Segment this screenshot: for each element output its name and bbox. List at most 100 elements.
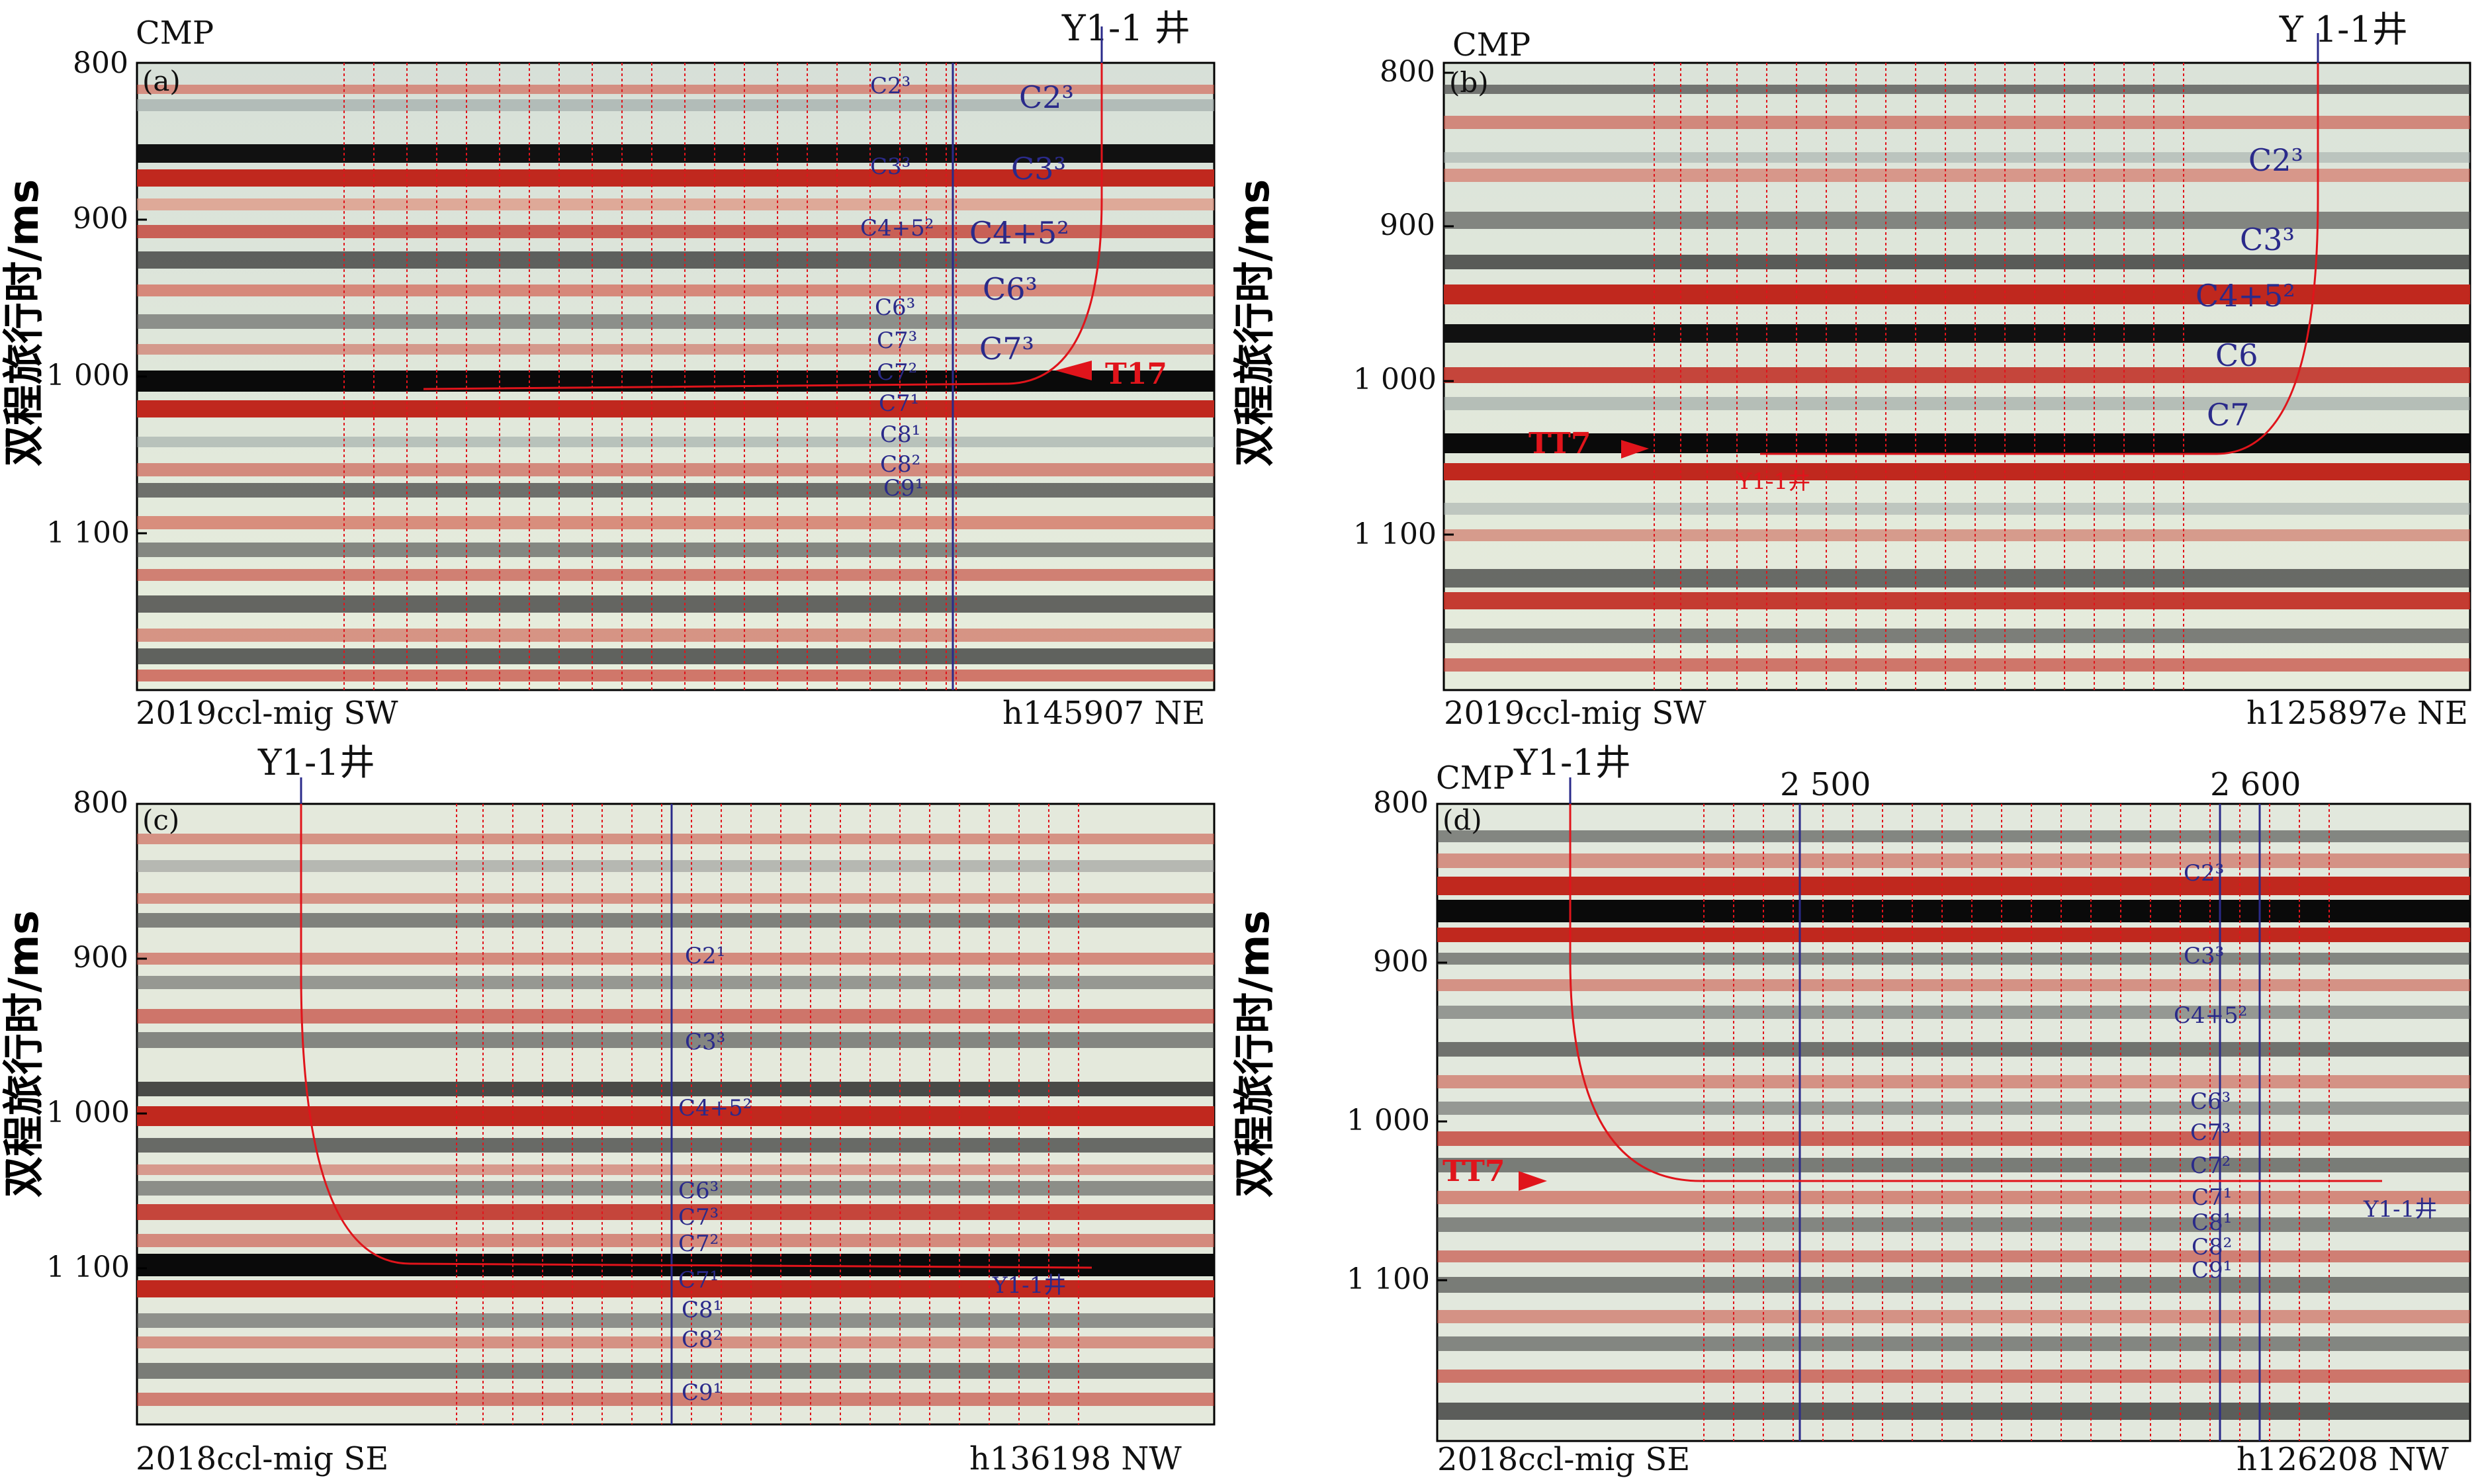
column-horizon-label: C3³ xyxy=(870,153,911,180)
panel-label: (b) xyxy=(1449,66,1489,99)
column-horizon-label: C9¹ xyxy=(2192,1257,2233,1284)
reflector-bands xyxy=(1437,830,2470,1420)
column-horizon-label: C7¹ xyxy=(2192,1184,2233,1211)
y-tick-800: 800 xyxy=(73,46,128,80)
seismic-section-a xyxy=(136,26,1216,691)
well-name: Y1-1井 xyxy=(258,742,375,783)
well-end-label: Y1-1井 xyxy=(1737,468,1811,495)
reflector-bands xyxy=(1444,85,2470,672)
trace-lines xyxy=(343,63,957,690)
horizon-label: C4+5² xyxy=(2196,278,2295,314)
column-horizon-label: C7³ xyxy=(678,1204,719,1231)
t17-marker-label: T17 xyxy=(1105,357,1167,391)
bottom-right-label: h136198 NW xyxy=(969,1440,1182,1477)
column-horizon-label: C7¹ xyxy=(879,390,920,417)
column-horizon-label: C7³ xyxy=(2190,1119,2231,1146)
trace-lines xyxy=(1703,804,2330,1441)
column-horizon-label: C7¹ xyxy=(678,1267,719,1293)
column-horizon-label: C8¹ xyxy=(682,1297,723,1323)
horizon-label: C2³ xyxy=(2248,142,2303,178)
column-horizon-label: C8² xyxy=(682,1327,723,1353)
well-end-label: Y1-1井 xyxy=(2364,1196,2438,1223)
column-horizon-label: C7³ xyxy=(877,327,918,354)
y-tick-1000: 1 000 xyxy=(46,1096,130,1129)
bottom-right-label: h125897e NE xyxy=(2246,695,2468,732)
panel-d: 双程旅行时/ms CMP Y1-1井 2 500 2 600 xyxy=(1230,741,2484,1484)
horizon-label: C4+5² xyxy=(969,215,1069,251)
tt7-arrow xyxy=(1519,1171,1547,1191)
y-tick-1000: 1 000 xyxy=(46,359,130,392)
well-name: Y1-1 井 xyxy=(1062,7,1190,49)
well-trajectory xyxy=(300,804,1092,1269)
horizon-label: C3³ xyxy=(2240,222,2295,257)
well-trajectory xyxy=(1569,804,2382,1182)
y-tick-900: 900 xyxy=(1380,208,1435,242)
t17-arrow xyxy=(1055,361,1092,380)
panel-b: 双程旅行时/ms CMP Y 1-1井 xyxy=(1230,0,2484,741)
seismic-section-c xyxy=(136,777,1216,1426)
column-horizon-label: C9¹ xyxy=(682,1379,723,1406)
bottom-left-label: 2018ccl-mig SE xyxy=(136,1440,389,1477)
column-horizon-label: C6³ xyxy=(678,1178,719,1204)
y-tick-1100: 1 100 xyxy=(1347,1262,1430,1296)
seismic-section-d xyxy=(1436,777,2471,1442)
horizon-label: C2³ xyxy=(1019,79,1074,115)
tt7-marker-label: TT7 xyxy=(1529,427,1591,460)
panel-label: (c) xyxy=(142,804,180,836)
column-horizon-label: C3³ xyxy=(2184,943,2225,969)
column-horizon-label: C2³ xyxy=(870,73,911,99)
horizon-label: C7 xyxy=(2207,397,2250,433)
y-tick-800: 800 xyxy=(1380,55,1435,89)
column-horizon-label: C8² xyxy=(2192,1234,2233,1260)
column-horizon-label: C7² xyxy=(2190,1153,2231,1179)
well-end-label: Y1-1井 xyxy=(993,1272,1067,1299)
y-tick-800: 800 xyxy=(73,786,128,820)
well-trajectory xyxy=(423,63,1103,390)
column-horizon-label: C3³ xyxy=(685,1029,726,1055)
column-horizon-label: C8¹ xyxy=(2192,1209,2233,1236)
y-tick-1000: 1 000 xyxy=(1353,363,1437,396)
y-tick-800: 800 xyxy=(1373,786,1429,820)
y-tick-900: 900 xyxy=(73,202,128,236)
column-horizon-label: C2¹ xyxy=(685,943,726,969)
column-horizon-label: C9¹ xyxy=(883,475,924,502)
panel-c: 双程旅行时/ms Y1-1井 xyxy=(0,741,1237,1484)
tt7-marker-label: TT7 xyxy=(1442,1155,1505,1188)
cmp-tick: 2 500 xyxy=(1780,766,1871,803)
seismic-section-b xyxy=(1442,33,2471,691)
horizon-label: C7³ xyxy=(979,331,1034,367)
panel-label: (d) xyxy=(1442,804,1482,836)
cmp-label: CMP xyxy=(136,15,214,52)
bottom-left-label: 2019ccl-mig SW xyxy=(136,695,398,732)
bottom-left-label: 2018ccl-mig SE xyxy=(1437,1441,1691,1478)
trace-lines xyxy=(1654,63,2184,690)
cmp-label: CMP xyxy=(1452,26,1531,64)
y-tick-1100: 1 100 xyxy=(1353,517,1437,551)
y-tick-1000: 1 000 xyxy=(1347,1104,1430,1137)
y-tick-1100: 1 100 xyxy=(46,1250,130,1284)
tt7-arrow xyxy=(1621,440,1649,458)
column-horizon-label: C4+5² xyxy=(2174,1002,2248,1029)
well-trajectory xyxy=(1760,63,2319,455)
column-horizon-label: C6³ xyxy=(875,294,916,321)
column-horizon-label: C4+5² xyxy=(678,1095,752,1121)
panel-label: (a) xyxy=(142,65,181,97)
y-tick-900: 900 xyxy=(1373,945,1429,979)
column-horizon-label: C6³ xyxy=(2190,1088,2231,1115)
well-name: Y1-1井 xyxy=(1514,742,1631,783)
column-horizon-label: C7² xyxy=(678,1231,719,1257)
well-name: Y 1-1井 xyxy=(2280,9,2408,50)
column-horizon-label: C8² xyxy=(880,451,921,478)
cmp-tick: 2 600 xyxy=(2210,766,2301,803)
horizon-label: C6 xyxy=(2215,337,2258,373)
y-tick-1100: 1 100 xyxy=(46,516,130,550)
column-horizon-label: C4+5² xyxy=(860,215,934,241)
cmp-label: CMP xyxy=(1436,760,1515,797)
reflector-bands xyxy=(137,834,1214,1406)
horizon-label: C3³ xyxy=(1011,151,1066,187)
column-horizon-label: C8¹ xyxy=(880,421,921,448)
horizon-label: C6³ xyxy=(983,271,1038,307)
column-horizon-label: C7² xyxy=(877,359,918,386)
bottom-right-label: h145907 NE xyxy=(1002,695,1206,732)
panel-a: 双程旅行时/ms CMP Y1-1 井 xyxy=(0,0,1237,741)
